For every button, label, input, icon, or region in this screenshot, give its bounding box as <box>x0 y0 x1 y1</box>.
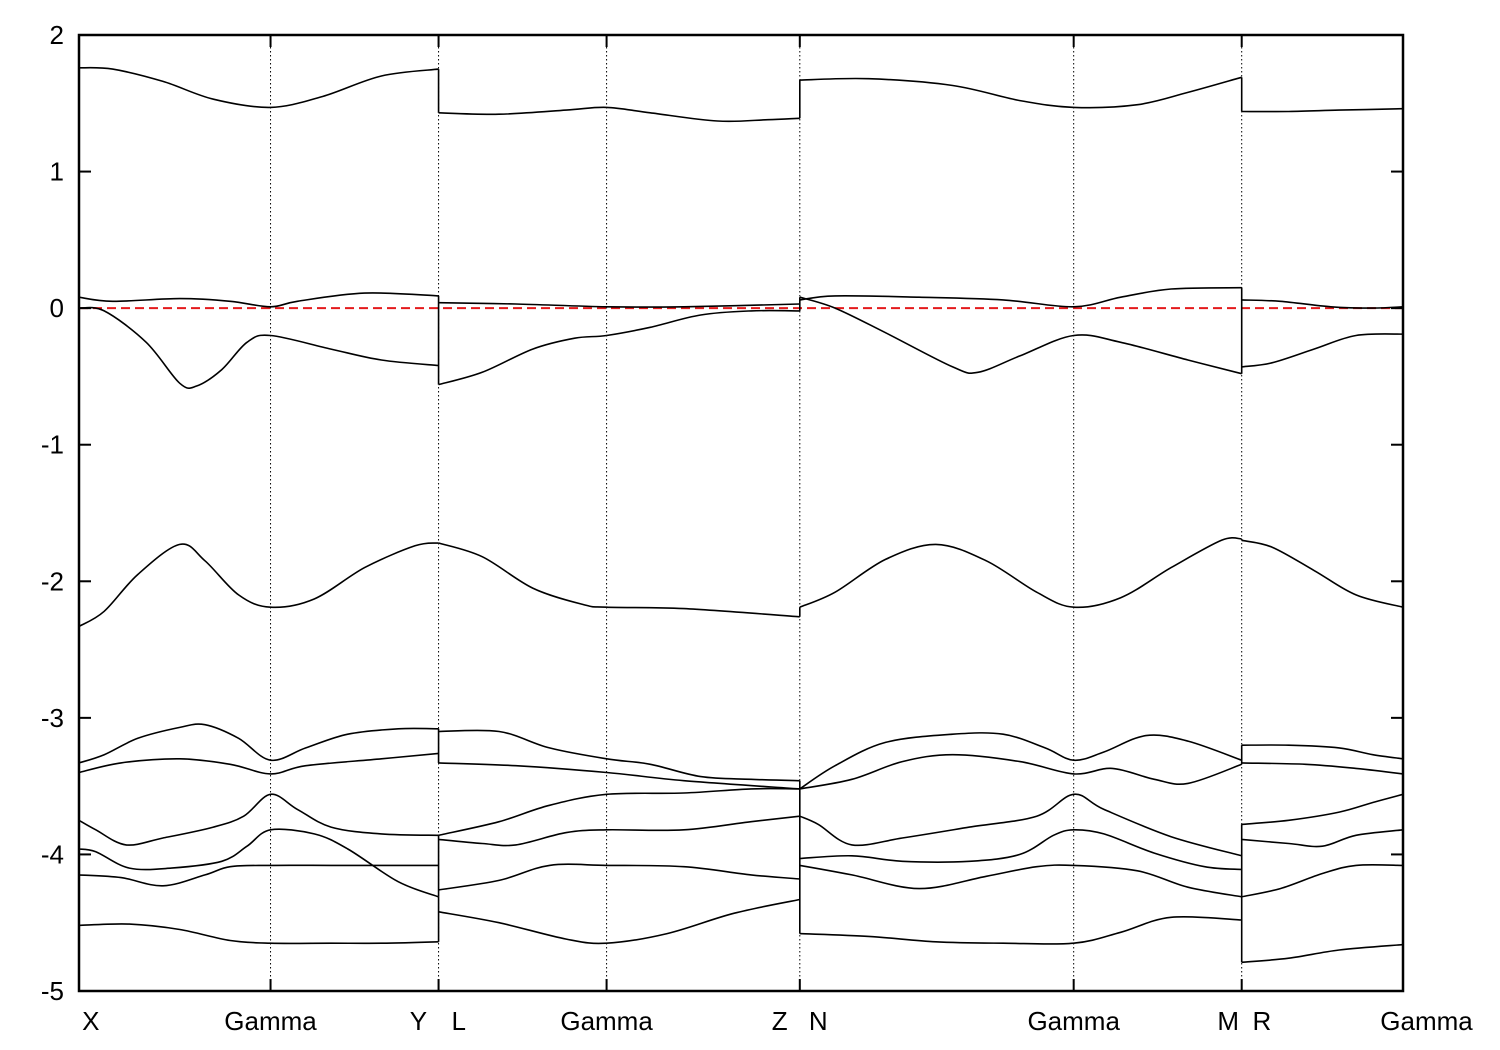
xtick-label: M <box>1217 1006 1239 1036</box>
xtick-label: Gamma <box>1027 1006 1120 1036</box>
band-2-6 <box>799 793 1242 857</box>
xtick-label: Gamma <box>224 1006 317 1036</box>
ytick-label: -3 <box>41 703 64 733</box>
xtick-label: Z <box>772 1006 788 1036</box>
ytick-label: -4 <box>41 839 64 869</box>
band-0-0 <box>78 66 439 109</box>
band-1-6 <box>438 787 800 837</box>
band-3-7 <box>1241 829 1404 848</box>
xtick-label: N <box>809 1006 828 1036</box>
band-0-9 <box>78 923 439 945</box>
xtick-label: Y <box>410 1006 427 1036</box>
band-1-2 <box>438 309 800 386</box>
band-2-4 <box>799 732 1242 790</box>
xtick-label: Gamma <box>1380 1006 1473 1036</box>
band-1-9 <box>438 898 800 945</box>
band-3-9 <box>1241 943 1404 964</box>
band-1-3 <box>438 542 800 618</box>
band-3-0 <box>1241 107 1404 113</box>
band-1-7 <box>438 815 800 847</box>
band-3-1 <box>1241 299 1404 309</box>
band-2-0 <box>799 76 1242 109</box>
band-0-7 <box>78 828 439 898</box>
band-3-3 <box>1241 539 1404 608</box>
band-2-8 <box>799 864 1242 898</box>
band-2-9 <box>799 915 1242 945</box>
band-2-2 <box>799 296 1242 375</box>
xtick-label: L <box>451 1006 465 1036</box>
band-1-4 <box>438 729 800 782</box>
ytick-label: -5 <box>41 976 64 1006</box>
ytick-label: -1 <box>41 430 64 460</box>
band-3-4 <box>1241 744 1404 760</box>
band-0-1 <box>78 292 439 308</box>
xtick-label: X <box>82 1006 99 1036</box>
band-1-0 <box>438 106 800 123</box>
band-3-2 <box>1241 333 1404 368</box>
band-1-5 <box>438 762 800 790</box>
band-0-4 <box>78 723 439 764</box>
band-3-6 <box>1241 793 1404 826</box>
xtick-label: R <box>1252 1006 1271 1036</box>
plot-frame <box>77 33 1405 993</box>
band-2-3 <box>799 537 1242 609</box>
x-tick-labels: X Gamma Y L Gamma Z N Gamma M R Gamma <box>82 1006 1473 1036</box>
band-1-8 <box>438 863 800 891</box>
band-3-5 <box>1241 762 1404 775</box>
ytick-label: 0 <box>50 293 64 323</box>
ytick-label: -2 <box>41 566 64 596</box>
ytick-label: 2 <box>50 20 64 50</box>
band-curves <box>78 66 1404 964</box>
band-0-5 <box>78 752 439 775</box>
band-0-2 <box>78 306 439 390</box>
band-0-8 <box>78 864 439 887</box>
band-2-5 <box>799 753 1242 790</box>
band-2-1 <box>799 286 1242 308</box>
band-0-6 <box>78 793 439 846</box>
y-tick-labels: 2 1 0 -1 -2 -3 -4 -5 <box>41 20 64 1006</box>
xtick-label: Gamma <box>560 1006 653 1036</box>
band-0-3 <box>78 542 439 628</box>
band-2-7 <box>799 828 1242 871</box>
ytick-label: 1 <box>50 157 64 187</box>
segment-connectors <box>437 69 1243 963</box>
band-1-1 <box>438 301 800 308</box>
band-3-8 <box>1241 863 1404 898</box>
